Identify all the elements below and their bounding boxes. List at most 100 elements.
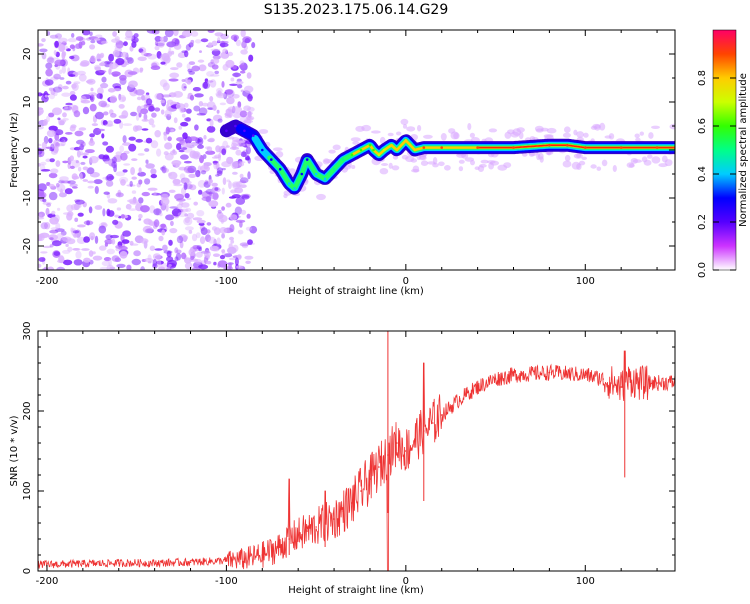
noise-blob — [114, 44, 124, 49]
snr-point — [288, 538, 291, 540]
snr-point — [656, 382, 658, 384]
noise-blob — [247, 239, 253, 245]
noise-blob — [67, 246, 73, 252]
noise-blob — [123, 41, 128, 47]
noise-blob — [58, 43, 66, 52]
noise-blob — [230, 239, 235, 244]
snr-point — [476, 386, 479, 388]
halo-blob — [258, 129, 269, 134]
noise-blob — [174, 256, 179, 262]
ridge-point — [655, 146, 659, 149]
halo-blob — [387, 132, 394, 137]
noise-blob — [224, 253, 233, 258]
noise-blob — [239, 60, 245, 66]
noise-blob — [100, 40, 108, 45]
noise-blob — [113, 118, 122, 124]
noise-blob — [224, 89, 234, 95]
noise-blob — [235, 197, 246, 205]
halo-blob — [564, 126, 571, 133]
noise-blob — [230, 189, 237, 194]
noise-blob — [82, 166, 89, 171]
noise-blob — [192, 217, 203, 221]
noise-blob — [218, 152, 221, 162]
noise-blob — [195, 39, 202, 44]
noise-blob — [184, 226, 194, 231]
colorbar-tick-label: 0.0 — [697, 262, 708, 278]
noise-blob — [41, 38, 46, 43]
noise-blob — [237, 84, 243, 89]
noise-blob — [162, 35, 168, 43]
noise-blob — [147, 254, 152, 261]
noise-blob — [49, 237, 54, 241]
noise-blob — [122, 230, 131, 237]
halo-blob — [275, 151, 284, 158]
y-tick-label: -20 — [22, 238, 33, 254]
noise-blob — [54, 228, 65, 232]
noise-blob — [121, 96, 126, 102]
snr-content — [38, 331, 675, 571]
noise-blob — [103, 191, 110, 195]
halo-blob — [629, 163, 635, 168]
noise-blob — [115, 58, 125, 66]
noise-blob — [240, 151, 247, 158]
noise-blob — [151, 124, 156, 128]
noise-blob — [86, 220, 90, 226]
noise-blob — [198, 264, 209, 270]
halo-blob — [245, 115, 255, 121]
noise-blob — [163, 56, 171, 62]
noise-blob — [212, 246, 220, 252]
noise-blob — [102, 120, 108, 126]
noise-blob — [232, 112, 242, 119]
noise-blob — [221, 167, 226, 171]
noise-blob — [107, 198, 118, 204]
colorbar-tick-label: 0.8 — [697, 70, 708, 86]
snr-panel: -200 -100 0 100 0 100 200 300 Height of straigh… — [9, 321, 676, 596]
ridge-point — [270, 158, 273, 161]
noise-blob — [229, 224, 235, 233]
noise-blob — [100, 82, 109, 89]
noise-blob — [237, 101, 242, 108]
noise-blob — [222, 177, 227, 186]
noise-blob — [213, 253, 220, 257]
noise-blob — [118, 94, 127, 103]
noise-blob — [83, 257, 91, 263]
noise-blob — [52, 86, 63, 93]
noise-blob — [122, 135, 127, 143]
noise-blob — [69, 55, 75, 60]
noise-blob — [58, 84, 63, 90]
noise-blob — [240, 49, 248, 55]
noise-blob — [69, 155, 74, 162]
halo-blob — [661, 155, 668, 163]
noise-blob — [59, 69, 63, 75]
noise-blob — [100, 222, 107, 226]
noise-blob — [75, 250, 82, 259]
noise-blob — [38, 216, 45, 220]
noise-blob — [49, 158, 55, 163]
halo-blob — [562, 160, 572, 168]
noise-blob — [178, 125, 183, 130]
noise-blob — [92, 251, 96, 255]
noise-blob — [69, 165, 75, 169]
noise-blob — [153, 191, 157, 196]
noise-blob — [44, 79, 54, 86]
noise-blob — [212, 192, 219, 201]
halo-blob — [669, 123, 675, 130]
noise-blob — [43, 245, 52, 249]
noise-blob — [47, 266, 54, 270]
halo-blob — [232, 137, 240, 142]
noise-blob — [170, 67, 179, 71]
halo-blob — [418, 155, 427, 161]
halo-blob — [391, 165, 400, 171]
colorbar-tick-label: 0.4 — [697, 166, 708, 182]
noise-blob — [231, 94, 240, 99]
noise-blob — [211, 40, 218, 46]
noise-blob — [217, 37, 221, 43]
noise-blob — [193, 201, 198, 206]
noise-blob — [176, 198, 186, 202]
noise-blob — [137, 153, 145, 156]
ridge-point — [305, 158, 309, 161]
noise-blob — [184, 50, 189, 58]
noise-blob — [111, 238, 116, 245]
noise-blob — [48, 191, 58, 201]
